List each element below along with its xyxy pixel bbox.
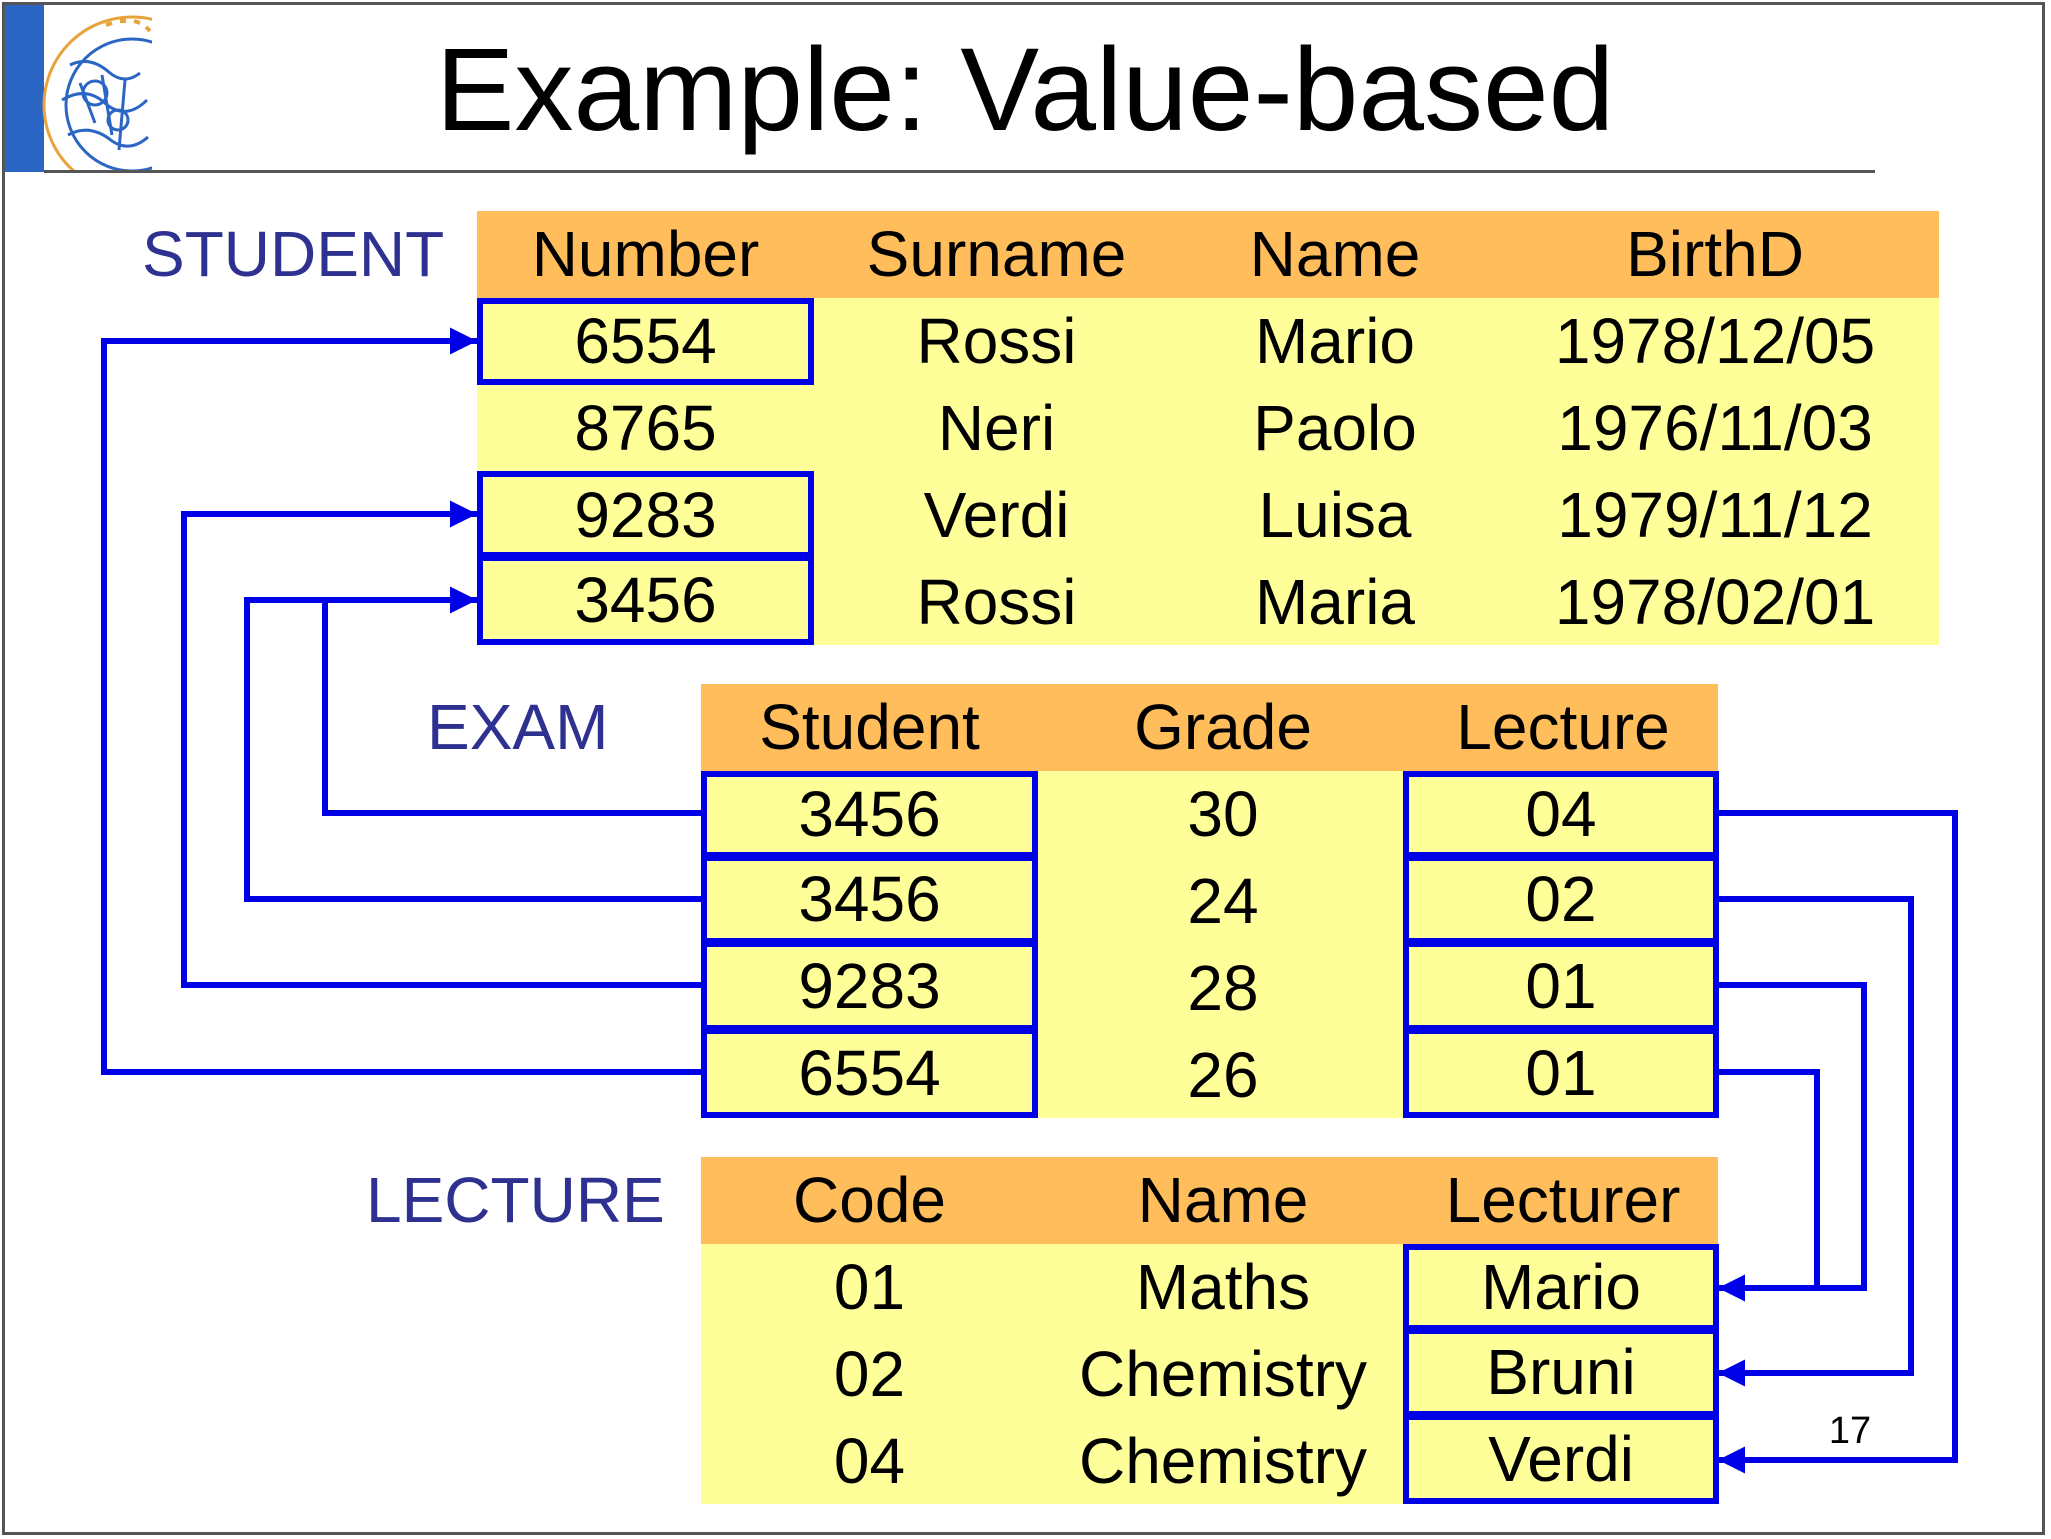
student-cell: 1978/12/05: [1554, 305, 1876, 378]
exam-cell: 24: [1187, 864, 1259, 937]
lecture-cell: Chemistry: [1078, 1424, 1368, 1497]
lecture-table-label: LECTURE: [366, 1164, 665, 1236]
ref-arrow-exam-row2-to-lecture-bruni: [1718, 896, 1914, 1387]
student-cell: Luisa: [1258, 478, 1412, 551]
exam-table-row: 9283 28 01: [701, 941, 1719, 1032]
exam-column-header: Grade: [1134, 691, 1312, 764]
lecture-cell: 02: [833, 1337, 906, 1410]
exam-cell-highlighted: 02: [1403, 854, 1719, 945]
title-accent-bar: [5, 5, 44, 172]
student-cell: 8765: [574, 391, 717, 464]
exam-cell-highlighted: 01: [1403, 1028, 1719, 1118]
student-cell: Paolo: [1253, 391, 1417, 464]
student-cell-highlighted: 9283: [477, 471, 814, 559]
lecture-cell: Chemistry: [1078, 1337, 1368, 1410]
lecture-column-header: Code: [793, 1164, 946, 1237]
lecture-table-row: 01 Maths Mario: [701, 1243, 1719, 1331]
student-column-header: Number: [531, 218, 760, 291]
lecture-cell-highlighted: Verdi: [1403, 1414, 1719, 1505]
exam-header-row: Student Grade Lecture: [701, 684, 1718, 771]
exam-column-header: Student: [759, 691, 980, 764]
student-cell: 1976/11/03: [1557, 391, 1873, 464]
page-number: 17: [1828, 1410, 1872, 1452]
student-table-row: 9283 Verdi Luisa 1979/11/12: [477, 471, 1939, 559]
student-table-label: STUDENT: [142, 218, 445, 290]
exam-column-header: Lecture: [1456, 691, 1670, 764]
student-cell: 1979/11/12: [1557, 478, 1873, 551]
student-cell: Neri: [937, 391, 1056, 464]
lecture-cell: 04: [833, 1424, 906, 1497]
student-column-header: Surname: [866, 218, 1127, 291]
student-table-row: 3456 Rossi Maria 1978/02/01: [477, 555, 1939, 645]
lecture-table-row: 04 Chemistry Verdi: [701, 1414, 1719, 1505]
exam-cell-highlighted: 01: [1403, 941, 1719, 1032]
student-cell: 1978/02/01: [1554, 565, 1876, 638]
exam-table-row: 6554 26 01: [701, 1028, 1719, 1118]
ref-arrow-exam-row4-to-lecture-mario: [1718, 1069, 1820, 1288]
title-divider: [44, 170, 1875, 173]
student-cell: Mario: [1254, 305, 1416, 378]
exam-cell-highlighted: 3456: [701, 854, 1038, 945]
slide-title: Example: Value-based: [435, 24, 1615, 156]
lecture-table-row: 02 Chemistry Bruni: [701, 1327, 1719, 1418]
student-table-row: 6554 Rossi Mario 1978/12/05: [477, 297, 1939, 385]
exam-cell: 26: [1187, 1038, 1259, 1111]
student-cell: Maria: [1254, 565, 1416, 638]
ref-arrow-exam-row1-to-lecture-verdi: [1718, 810, 1958, 1474]
student-table: Number Surname Name BirthD 6554 Rossi Mario 197…: [477, 211, 1939, 645]
lecture-cell: Maths: [1135, 1251, 1311, 1324]
student-cell: Verdi: [923, 478, 1070, 551]
student-cell-highlighted: 3456: [477, 555, 814, 645]
lecture-header-row: Code Name Lecturer: [701, 1157, 1718, 1244]
student-cell-highlighted: 6554: [477, 297, 814, 385]
lecture-cell-highlighted: Bruni: [1403, 1327, 1719, 1418]
exam-cell-highlighted: 9283: [701, 941, 1038, 1032]
student-column-header: Name: [1249, 218, 1421, 291]
lecture-cell: 01: [833, 1251, 906, 1324]
lecture-cell-highlighted: Mario: [1403, 1243, 1719, 1331]
exam-cell-highlighted: 04: [1403, 770, 1719, 858]
exam-table-label: EXAM: [427, 691, 609, 763]
exam-cell-highlighted: 6554: [701, 1028, 1038, 1118]
lecture-column-header: Lecturer: [1445, 1164, 1681, 1237]
student-cell: Rossi: [916, 565, 1077, 638]
exam-table: Student Grade Lecture 3456 30 04 3456 24 02 9283 2…: [701, 684, 1719, 1118]
exam-table-row: 3456 30 04: [701, 770, 1719, 858]
exam-table-row: 3456 24 02: [701, 854, 1719, 945]
student-header-row: Number Surname Name BirthD: [477, 211, 1939, 298]
exam-cell: 28: [1187, 951, 1259, 1024]
ref-arrow-exam-row3-to-lecture-mario: [1718, 982, 1867, 1302]
lecture-table: Code Name Lecturer 01 Maths Mario 02 Chemistry B…: [701, 1157, 1719, 1505]
student-table-row: 8765 Neri Paolo 1976/11/03: [477, 384, 1939, 472]
exam-cell-highlighted: 3456: [701, 770, 1038, 858]
exam-cell: 30: [1187, 778, 1259, 851]
lecture-column-header: Name: [1137, 1164, 1309, 1237]
student-cell: Rossi: [916, 305, 1077, 378]
university-seal-icon: [42, 15, 152, 172]
student-column-header: BirthD: [1626, 218, 1804, 291]
